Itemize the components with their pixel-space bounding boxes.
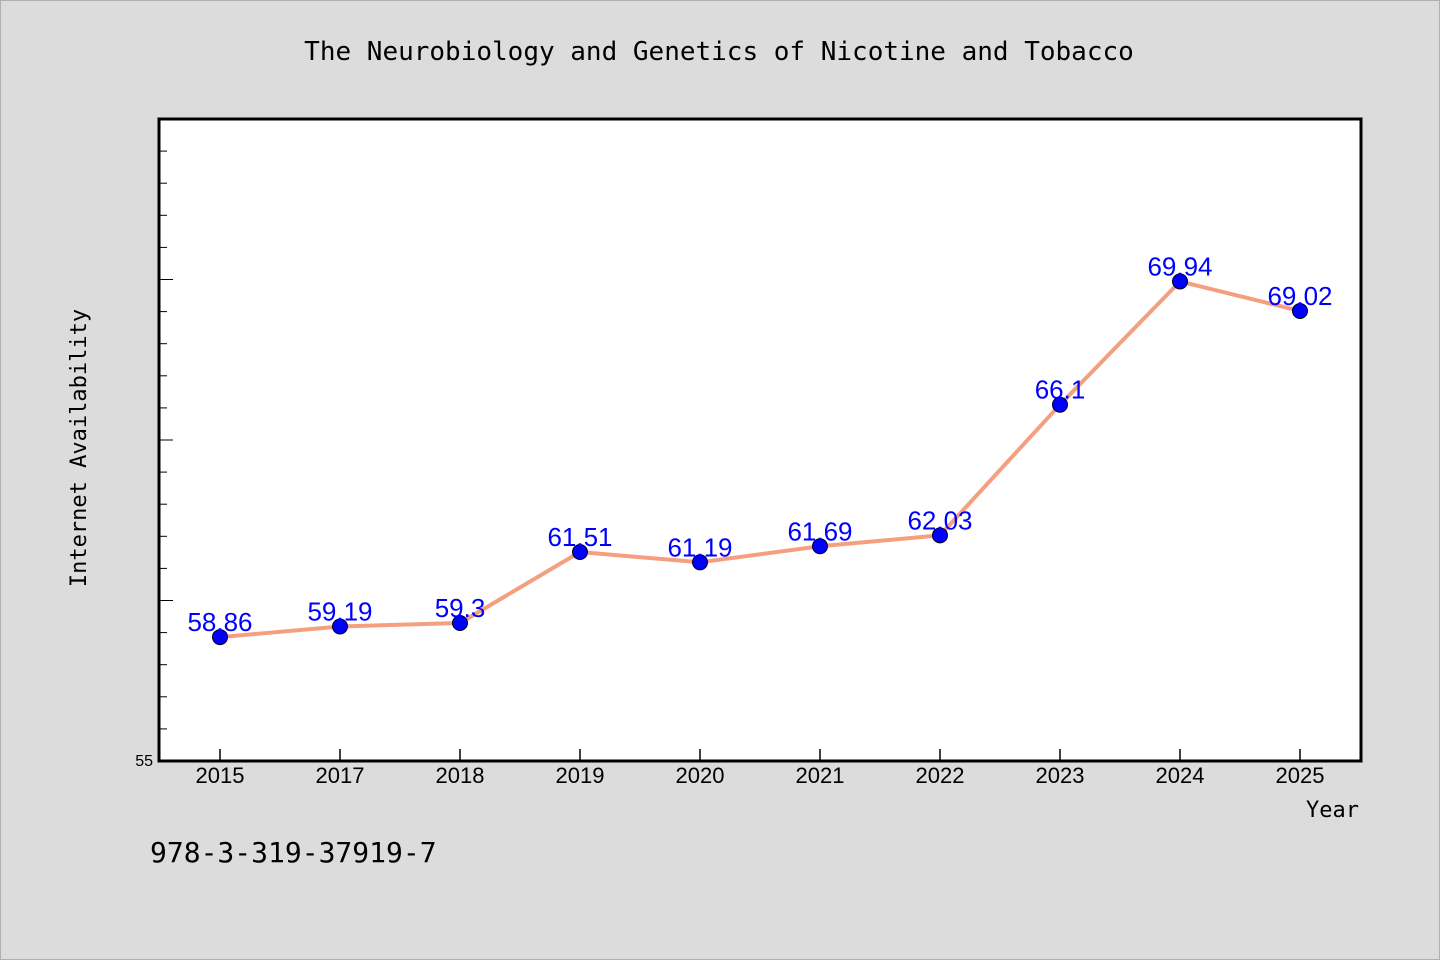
- data-label: 59.19: [307, 597, 372, 627]
- series-markers: [212, 273, 1308, 646]
- x-tick-label: 2019: [556, 763, 605, 788]
- data-point: [812, 538, 828, 555]
- x-tick-label: 2022: [916, 763, 965, 788]
- x-tick-label: 2017: [316, 763, 365, 788]
- series-line: [218, 279, 1302, 640]
- data-point: [1052, 396, 1068, 413]
- data-label: 58.86: [187, 607, 252, 637]
- y-axis-label: Internet Availability: [67, 309, 92, 587]
- x-tick-label: 2021: [796, 763, 845, 788]
- x-tick-label: 2018: [436, 763, 485, 788]
- x-tick-label: 2020: [676, 763, 725, 788]
- series-line-group: [218, 279, 1302, 640]
- data-point: [1172, 273, 1188, 290]
- isbn-text: 978-3-319-37919-7: [150, 836, 437, 869]
- data-labels: 58.86 59.19 59.3 61.51 61.19 61.69 62.03 66.1 69…: [187, 251, 1332, 637]
- data-label: 69.94: [1147, 251, 1212, 281]
- data-label: 62.03: [907, 505, 972, 535]
- data-point: [212, 629, 228, 646]
- x-tick-label: 2023: [1036, 763, 1085, 788]
- x-axis-ticks: 2015 2017 2018 2019 2020 2021 2022 2023 2024 2025: [196, 749, 1325, 788]
- data-point: [932, 527, 948, 544]
- data-label: 59.3: [435, 593, 486, 623]
- data-label: 61.19: [667, 532, 732, 562]
- data-point: [1292, 302, 1308, 319]
- y-tick-label-min: 55: [135, 753, 153, 770]
- chart-title: The Neurobiology and Genetics of Nicotin…: [304, 37, 1134, 67]
- data-point: [452, 614, 468, 631]
- data-label: 61.69: [787, 516, 852, 546]
- plot-area: [157, 117, 1363, 763]
- x-tick-label: 2015: [196, 763, 245, 788]
- data-point: [572, 544, 588, 561]
- data-label: 61.51: [547, 522, 612, 552]
- data-label: 69.02: [1267, 281, 1332, 311]
- x-tick-label: 2024: [1156, 763, 1205, 788]
- data-label: 66.1: [1035, 375, 1086, 405]
- data-point: [692, 554, 708, 571]
- data-point: [332, 618, 348, 635]
- x-tick-label: 2025: [1276, 763, 1325, 788]
- y-axis-ticks: [159, 150, 173, 730]
- x-axis-label: Year: [1306, 798, 1359, 823]
